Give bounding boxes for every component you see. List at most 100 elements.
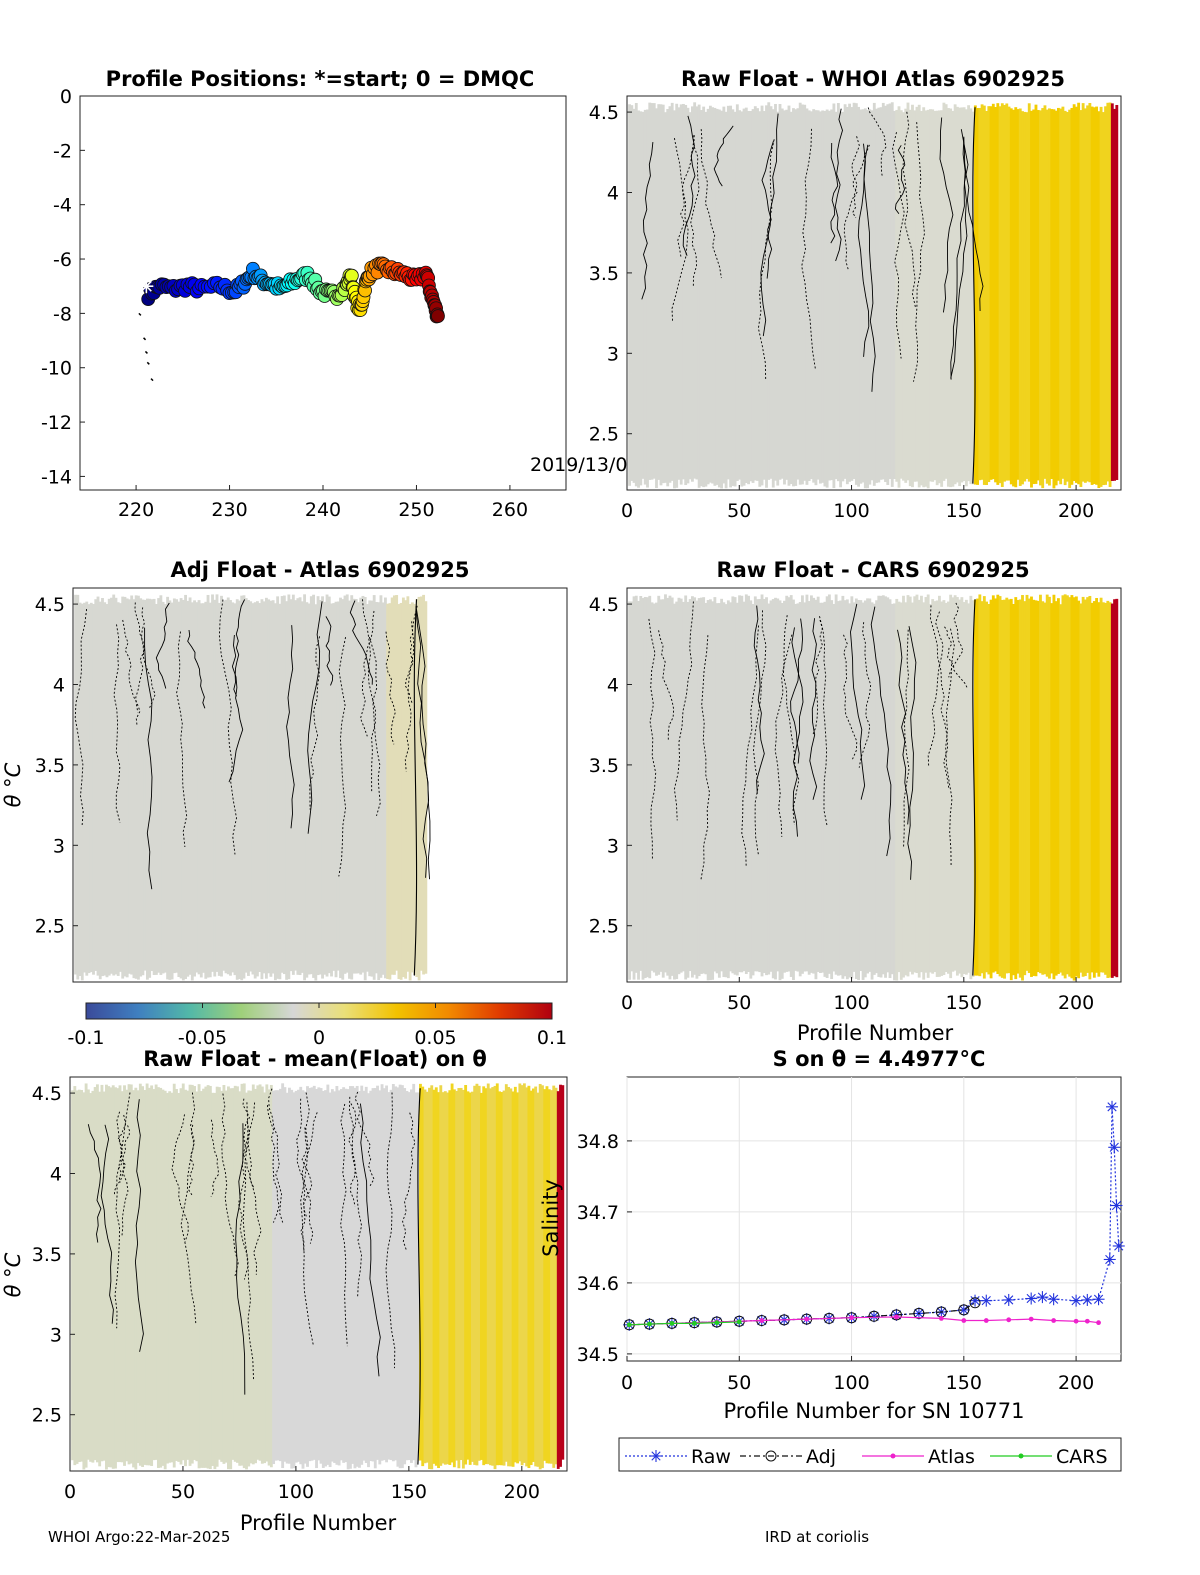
- heatmap-cell: [231, 602, 235, 973]
- heatmap-cell: [166, 596, 170, 980]
- heatmap-cell: [717, 109, 721, 488]
- heatmap-cell: [410, 602, 414, 973]
- panel-salinity: S on θ = 4.4977°C 0 50 100 150 200 34.8 34.7 34…: [539, 1047, 1125, 1472]
- legend-box: [618, 1437, 1122, 1472]
- heatmap-cell: [287, 594, 291, 980]
- heatmap-cell: [632, 108, 636, 483]
- contour-line: [117, 1114, 126, 1183]
- adj-marker: [913, 1307, 925, 1319]
- raw-marker: [1049, 1294, 1059, 1304]
- heatmap-cell: [423, 1089, 427, 1464]
- heatmap-cell: [197, 600, 201, 975]
- heatmap-cell: [233, 603, 237, 976]
- heatmap-cell: [1036, 110, 1040, 481]
- heatmap-cell: [477, 1085, 481, 1461]
- salinity-ytick-label: 34.7: [577, 1202, 619, 1224]
- heatmap-cell: [634, 103, 638, 487]
- heatmap-cell: [1090, 106, 1094, 485]
- heatmap-cell: [215, 1086, 219, 1467]
- heatmap-cell: [383, 597, 387, 979]
- contour-line: [658, 630, 675, 742]
- heatmap-cell: [1005, 103, 1009, 481]
- heatmap-cell: [830, 600, 834, 980]
- heatmap-cell: [823, 110, 827, 487]
- heatmap-cell: [419, 596, 423, 971]
- heatmap-cell: [832, 103, 836, 489]
- salinity-xlabel: Profile Number for SN 10771: [723, 1399, 1024, 1423]
- heatmap-cell: [229, 1088, 233, 1470]
- heatmap-cell: [220, 595, 223, 977]
- heatmap-cell: [637, 600, 640, 980]
- heatmap-cell: [1113, 108, 1116, 481]
- heatmap-cell: [116, 602, 120, 976]
- heatmap-cell: [132, 1090, 135, 1468]
- heatmap-cell: [94, 599, 98, 971]
- colorbar: -0.1 -0.05 0 0.05 0.1: [67, 1002, 567, 1049]
- heatmap-cell: [280, 596, 284, 973]
- contour-line: [340, 1103, 348, 1347]
- heatmap-cell: [845, 599, 849, 980]
- heatmap-cell: [258, 1084, 262, 1461]
- heatmap-cell: [353, 1087, 357, 1469]
- heatmap-cell: [711, 601, 715, 980]
- contour-line: [385, 1092, 396, 1369]
- heatmap-ytick-label: 2.5: [589, 424, 619, 446]
- heatmap-cell: [89, 602, 93, 973]
- heatmap-cell: [93, 1087, 97, 1461]
- heatmap-cell: [388, 603, 392, 980]
- heatmap-cell: [301, 1090, 305, 1469]
- heatmap-cell: [152, 1089, 156, 1461]
- profile-position-point: [431, 309, 445, 323]
- heatmap-cell: [996, 594, 1000, 974]
- colorbar-tick-label: 0.05: [414, 1027, 456, 1049]
- positions-ytick-label: -12: [41, 412, 72, 434]
- heatmap-cell: [520, 1085, 524, 1466]
- heatmap-cell: [342, 1087, 346, 1463]
- heatmap-cell: [513, 1086, 517, 1463]
- series-line-raw: [629, 1106, 1120, 1326]
- contour-line: [180, 1092, 197, 1324]
- contour-line: [782, 615, 800, 825]
- heatmap-cell: [778, 600, 782, 981]
- heatmap-cell: [355, 1085, 359, 1467]
- heatmap-cell: [103, 602, 107, 976]
- heatmap-cell: [360, 1085, 364, 1465]
- contour-line: [870, 606, 892, 857]
- heatmap-cell: [1110, 103, 1114, 481]
- contour-line: [819, 616, 828, 826]
- heatmap-cell: [107, 1086, 111, 1468]
- heatmap-cell: [208, 602, 212, 978]
- heatmap-cell: [188, 597, 192, 975]
- heatmap-cell: [1104, 106, 1108, 485]
- heatmap-cell: [161, 601, 165, 974]
- heatmap-cell: [475, 1083, 479, 1466]
- heatmap-cell: [348, 1086, 352, 1469]
- heatmap-cell: [1039, 110, 1042, 486]
- heatmap-cell: [1097, 602, 1101, 977]
- atlas-marker: [894, 1314, 899, 1320]
- heatmap-cell: [236, 1086, 239, 1463]
- heatmap-cell: [1092, 601, 1096, 978]
- contour-line: [144, 627, 153, 890]
- heatmap-cell: [852, 102, 856, 480]
- heatmap-cell: [789, 111, 793, 485]
- cars-marker: [626, 1322, 632, 1328]
- contour-line: [945, 628, 955, 867]
- adj-atlas-title: Adj Float - Atlas 6902925: [170, 558, 469, 582]
- heatmap-cell: [884, 596, 887, 978]
- colorbar-ticks: -0.1 -0.05 0 0.05 0.1: [67, 1003, 567, 1049]
- heatmap-cell: [722, 602, 726, 978]
- heatmap-cell: [273, 603, 277, 981]
- heatmap-cell: [269, 600, 273, 977]
- heatmap-cell: [836, 103, 840, 482]
- heatmap-cell: [206, 1085, 210, 1469]
- heatmap-cell: [294, 1090, 298, 1463]
- heatmap-cell: [657, 595, 661, 975]
- heatmap-cell: [722, 106, 726, 484]
- heatmap-ytick-label: 4.5: [32, 1083, 62, 1105]
- salinity-ylabel: Salinity: [539, 1179, 563, 1257]
- atlas-marker: [1073, 1318, 1079, 1324]
- legend-label-atlas: Atlas: [928, 1446, 975, 1468]
- contour-line: [690, 135, 700, 288]
- heatmap-cell: [1110, 603, 1114, 978]
